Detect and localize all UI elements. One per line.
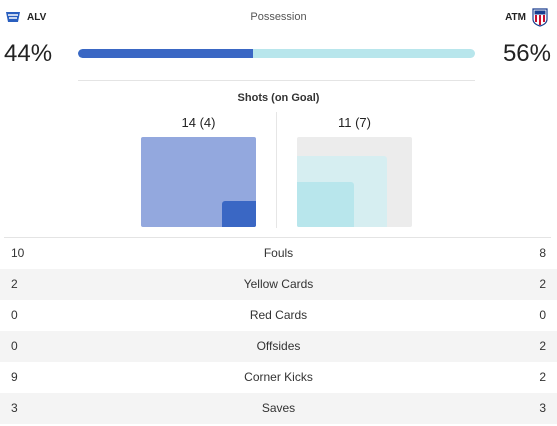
stat-label: Offsides bbox=[256, 339, 301, 353]
away-shots-value: 11 (7) bbox=[338, 115, 371, 130]
home-crest-icon bbox=[5, 9, 21, 25]
home-shots-box bbox=[141, 137, 256, 227]
stat-home-value: 0 bbox=[11, 339, 18, 353]
away-possession-value: 56% bbox=[502, 40, 551, 67]
possession-bar bbox=[78, 49, 475, 58]
home-shots-on-goal-area bbox=[222, 201, 256, 227]
stat-home-value: 2 bbox=[11, 277, 18, 291]
possession-label: Possession bbox=[250, 11, 307, 23]
stat-home-value: 9 bbox=[11, 370, 18, 384]
home-shots-value: 14 (4) bbox=[181, 115, 216, 130]
stat-row-saves: 3 Saves 3 bbox=[0, 393, 557, 424]
away-team-abbr: ATM bbox=[505, 12, 526, 23]
stat-away-value: 3 bbox=[539, 401, 546, 415]
shots-center-divider bbox=[276, 112, 277, 228]
table-top-divider bbox=[4, 237, 551, 238]
stat-label: Yellow Cards bbox=[243, 277, 314, 291]
stat-away-value: 2 bbox=[539, 277, 546, 291]
stat-home-value: 10 bbox=[11, 246, 25, 260]
stat-row-red-cards: 0 Red Cards 0 bbox=[0, 300, 557, 331]
stat-row-offsides: 0 Offsides 2 bbox=[0, 331, 557, 362]
stat-label: Red Cards bbox=[249, 308, 308, 322]
home-possession-value: 44% bbox=[4, 40, 53, 67]
stat-label: Corner Kicks bbox=[244, 370, 313, 384]
divider bbox=[78, 80, 475, 81]
stat-row-yellow-cards: 2 Yellow Cards 2 bbox=[0, 269, 557, 300]
away-shots-on-goal-area bbox=[297, 182, 354, 227]
stat-away-value: 0 bbox=[539, 308, 546, 322]
stat-away-value: 2 bbox=[539, 370, 546, 384]
possession-bar-home-fill bbox=[78, 49, 253, 58]
stat-away-value: 2 bbox=[539, 339, 546, 353]
stat-row-corner-kicks: 9 Corner Kicks 2 bbox=[0, 362, 557, 393]
stat-row-fouls: 10 Fouls 8 bbox=[0, 238, 557, 269]
stat-label: Fouls bbox=[263, 246, 294, 260]
stat-label: Saves bbox=[261, 401, 296, 415]
away-crest-icon bbox=[532, 8, 548, 27]
stat-home-value: 0 bbox=[11, 308, 18, 322]
shots-label: Shots (on Goal) bbox=[237, 92, 320, 104]
stat-home-value: 3 bbox=[11, 401, 18, 415]
home-team-abbr: ALV bbox=[27, 12, 47, 23]
away-shots-box bbox=[297, 137, 412, 227]
stat-away-value: 8 bbox=[539, 246, 546, 260]
